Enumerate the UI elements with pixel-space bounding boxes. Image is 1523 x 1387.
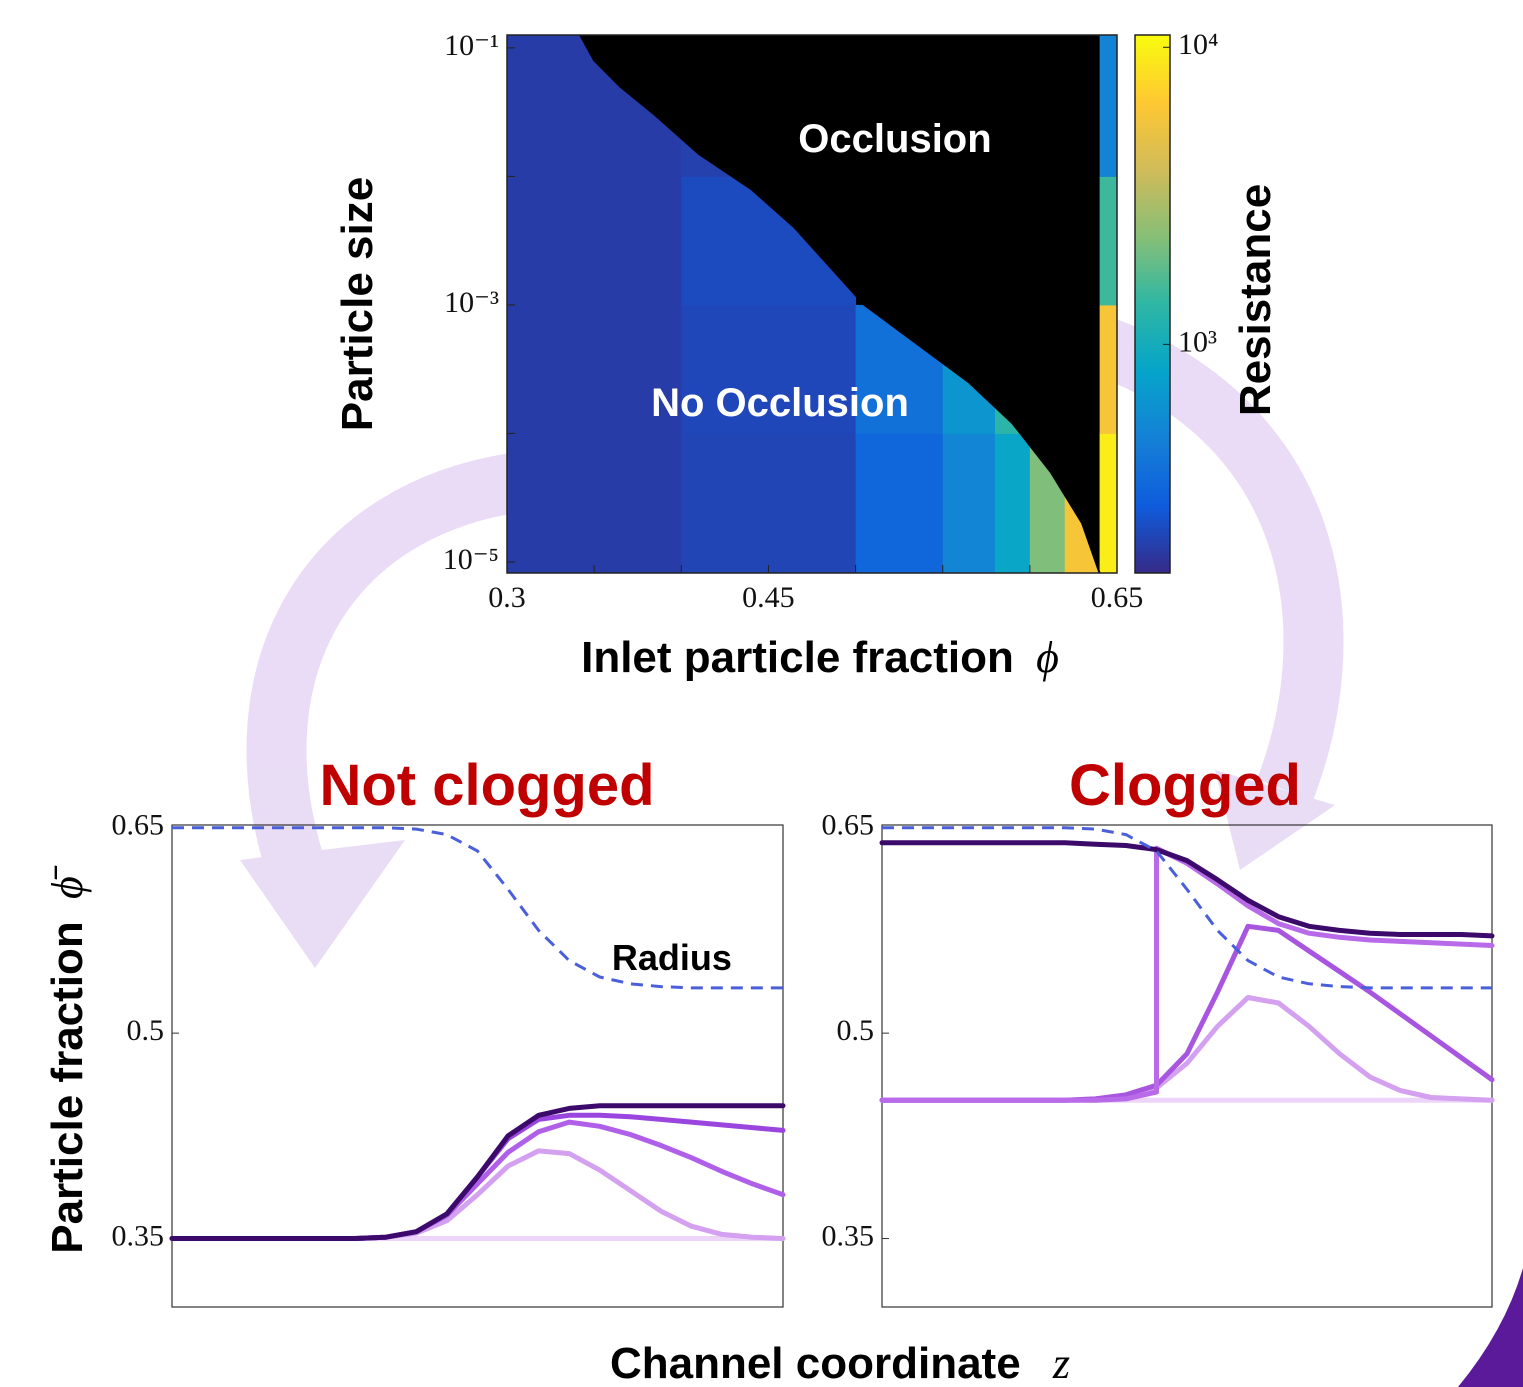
y-axis-label: Particle size bbox=[333, 177, 382, 431]
colorbar-label: Resistance bbox=[1231, 184, 1280, 416]
heatmap-cell bbox=[995, 433, 1030, 573]
y-tick-label: 0.65 bbox=[822, 809, 875, 842]
annotation: Occlusion bbox=[798, 117, 991, 161]
heatmap-cell bbox=[1100, 305, 1118, 434]
line-chart: 0.35 0.5 0.65 Radius bbox=[112, 809, 784, 1307]
series-label: Radius bbox=[612, 937, 732, 978]
y-tick-label: 0.35 bbox=[822, 1219, 875, 1252]
heatmap-cell bbox=[507, 433, 682, 573]
x-tick-label: 0.3 bbox=[488, 581, 526, 614]
panel-title: Clogged bbox=[1069, 753, 1301, 818]
heatmap-cell bbox=[1100, 35, 1118, 177]
line bbox=[172, 1106, 783, 1239]
x-axis-label: Inlet particle fraction ϕ bbox=[581, 633, 1059, 682]
panel-title: Not clogged bbox=[319, 753, 654, 818]
arrow-left bbox=[276, 482, 520, 880]
heatmap-cell bbox=[856, 433, 944, 573]
line bbox=[882, 926, 1492, 1100]
arrow-right bbox=[1100, 345, 1313, 790]
colorbar-tick-label: 10³ bbox=[1178, 325, 1217, 358]
y-tick-label: 10⁻³ bbox=[444, 286, 499, 319]
y-tick-label: 0.5 bbox=[127, 1014, 165, 1047]
y-tick-label: 10⁻⁵ bbox=[443, 543, 499, 576]
colorbar-tick-label: 10⁴ bbox=[1178, 28, 1218, 61]
line bbox=[172, 1151, 783, 1239]
x-label-symbol: ϕ bbox=[1036, 633, 1059, 682]
figure: Occlusion No Occlusion 0.3 0.45 0.65 10⁻¹ 10⁻³… bbox=[0, 0, 1523, 1387]
heatmap-cell bbox=[507, 176, 682, 305]
y-tick-label: 0.5 bbox=[837, 1014, 875, 1047]
y-tick-label: 10⁻¹ bbox=[444, 29, 499, 62]
heatmap-chart: Occlusion No Occlusion 0.3 0.45 0.65 10⁻¹ 10⁻³… bbox=[443, 28, 1219, 614]
annotation: No Occlusion bbox=[651, 381, 909, 425]
page: Occlusion No Occlusion 0.3 0.45 0.65 10⁻¹ 10⁻³… bbox=[0, 0, 1523, 1387]
x-tick-label: 0.45 bbox=[742, 581, 795, 614]
corner-decor bbox=[1458, 1268, 1523, 1387]
y-tick-label: 0.35 bbox=[112, 1219, 165, 1252]
heatmap-cell bbox=[681, 433, 856, 573]
x-tick-label: 0.65 bbox=[1091, 581, 1144, 614]
heatmap-cell bbox=[1100, 433, 1118, 573]
plot-frame bbox=[172, 825, 783, 1307]
line-chart: 0.35 0.5 0.65 bbox=[822, 809, 1493, 1307]
y-tick-label: 0.65 bbox=[112, 809, 165, 842]
x-label-text: Channel coordinate bbox=[610, 1339, 1021, 1387]
x-label-text: Inlet particle fraction bbox=[581, 633, 1014, 682]
y-label-symbol: ϕ̄ bbox=[43, 865, 92, 899]
x-label-symbol: z bbox=[1052, 1339, 1070, 1387]
dashed-line bbox=[882, 828, 1492, 988]
arrow-left-head bbox=[240, 840, 405, 968]
heatmap-cell bbox=[1100, 176, 1118, 305]
colorbar bbox=[1135, 35, 1170, 573]
x-axis-label: Channel coordinate z bbox=[610, 1339, 1070, 1387]
heatmap-cell bbox=[943, 433, 996, 573]
y-axis-label: Particle fraction ϕ̄ bbox=[43, 865, 92, 1254]
y-label-text: Particle fraction bbox=[43, 921, 92, 1254]
